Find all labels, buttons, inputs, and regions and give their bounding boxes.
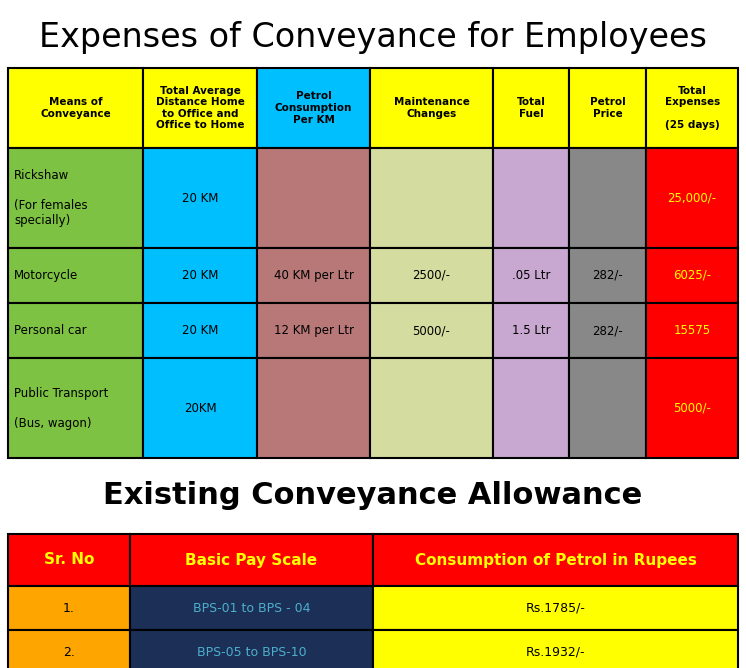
Text: .05 Ltr: .05 Ltr bbox=[512, 269, 551, 282]
Bar bbox=[370, 358, 492, 458]
Text: Basic Pay Scale: Basic Pay Scale bbox=[185, 552, 317, 568]
Bar bbox=[646, 148, 738, 248]
Text: Sr. No: Sr. No bbox=[44, 552, 94, 568]
Bar bbox=[373, 534, 738, 586]
Bar bbox=[8, 534, 130, 586]
Text: Total
Fuel: Total Fuel bbox=[517, 98, 545, 119]
Bar bbox=[373, 586, 738, 630]
Bar bbox=[569, 358, 646, 458]
Bar bbox=[492, 148, 569, 248]
Text: 6025/-: 6025/- bbox=[673, 269, 711, 282]
Bar bbox=[646, 68, 738, 148]
Text: Expenses of Conveyance for Employees: Expenses of Conveyance for Employees bbox=[39, 21, 707, 55]
Bar bbox=[130, 586, 373, 630]
Bar bbox=[8, 358, 143, 458]
Bar bbox=[8, 303, 143, 358]
Text: Consumption of Petrol in Rupees: Consumption of Petrol in Rupees bbox=[415, 552, 697, 568]
Bar bbox=[8, 630, 130, 668]
Bar bbox=[130, 534, 373, 586]
Bar bbox=[646, 248, 738, 303]
Text: Rs.1932/-: Rs.1932/- bbox=[526, 645, 586, 659]
Text: 1.5 Ltr: 1.5 Ltr bbox=[512, 324, 551, 337]
Text: 2.: 2. bbox=[63, 645, 75, 659]
Text: 282/-: 282/- bbox=[592, 269, 623, 282]
Bar bbox=[492, 248, 569, 303]
Bar bbox=[143, 303, 257, 358]
Bar bbox=[143, 248, 257, 303]
Bar bbox=[370, 68, 492, 148]
Bar bbox=[492, 68, 569, 148]
Bar bbox=[569, 68, 646, 148]
Text: Motorcycle: Motorcycle bbox=[14, 269, 78, 282]
Bar bbox=[143, 68, 257, 148]
Bar bbox=[257, 248, 370, 303]
Bar bbox=[492, 358, 569, 458]
Bar bbox=[646, 358, 738, 458]
Text: Rs.1785/-: Rs.1785/- bbox=[526, 601, 586, 615]
Text: 20 KM: 20 KM bbox=[182, 324, 219, 337]
Bar bbox=[569, 303, 646, 358]
Text: Total Average
Distance Home
to Office and
Office to Home: Total Average Distance Home to Office an… bbox=[156, 86, 245, 130]
Bar bbox=[569, 148, 646, 248]
Bar bbox=[373, 630, 738, 668]
Text: 15575: 15575 bbox=[674, 324, 711, 337]
Text: 12 KM per Ltr: 12 KM per Ltr bbox=[274, 324, 354, 337]
Text: Public Transport

(Bus, wagon): Public Transport (Bus, wagon) bbox=[14, 387, 108, 430]
Bar bbox=[370, 248, 492, 303]
Bar bbox=[143, 148, 257, 248]
Bar bbox=[8, 248, 143, 303]
Bar bbox=[370, 303, 492, 358]
Bar bbox=[257, 358, 370, 458]
Text: Petrol
Consumption
Per KM: Petrol Consumption Per KM bbox=[275, 92, 352, 125]
Text: 5000/-: 5000/- bbox=[413, 324, 451, 337]
Text: Rickshaw

(For females
specially): Rickshaw (For females specially) bbox=[14, 169, 87, 227]
Text: 25,000/-: 25,000/- bbox=[668, 192, 717, 204]
Text: Personal car: Personal car bbox=[14, 324, 87, 337]
Bar bbox=[8, 68, 143, 148]
Text: 282/-: 282/- bbox=[592, 324, 623, 337]
Bar bbox=[370, 148, 492, 248]
Text: 1.: 1. bbox=[63, 601, 75, 615]
Text: 20 KM: 20 KM bbox=[182, 192, 219, 204]
Text: Existing Conveyance Allowance: Existing Conveyance Allowance bbox=[104, 482, 642, 510]
Text: BPS-01 to BPS - 04: BPS-01 to BPS - 04 bbox=[192, 601, 310, 615]
Bar bbox=[8, 148, 143, 248]
Bar bbox=[257, 303, 370, 358]
Text: 5000/-: 5000/- bbox=[673, 401, 711, 415]
Text: 20KM: 20KM bbox=[184, 401, 216, 415]
Bar bbox=[130, 630, 373, 668]
Text: Petrol
Price: Petrol Price bbox=[590, 98, 626, 119]
Text: 2500/-: 2500/- bbox=[413, 269, 451, 282]
Bar bbox=[257, 148, 370, 248]
Text: 40 KM per Ltr: 40 KM per Ltr bbox=[274, 269, 354, 282]
Bar bbox=[8, 586, 130, 630]
Text: 20 KM: 20 KM bbox=[182, 269, 219, 282]
Bar bbox=[257, 68, 370, 148]
Text: Total
Expenses

(25 days): Total Expenses (25 days) bbox=[665, 86, 720, 130]
Text: Maintenance
Changes: Maintenance Changes bbox=[394, 98, 469, 119]
Bar bbox=[143, 358, 257, 458]
Text: Means of
Conveyance: Means of Conveyance bbox=[40, 98, 111, 119]
Bar bbox=[569, 248, 646, 303]
Text: BPS-05 to BPS-10: BPS-05 to BPS-10 bbox=[196, 645, 306, 659]
Bar bbox=[646, 303, 738, 358]
Bar bbox=[492, 303, 569, 358]
